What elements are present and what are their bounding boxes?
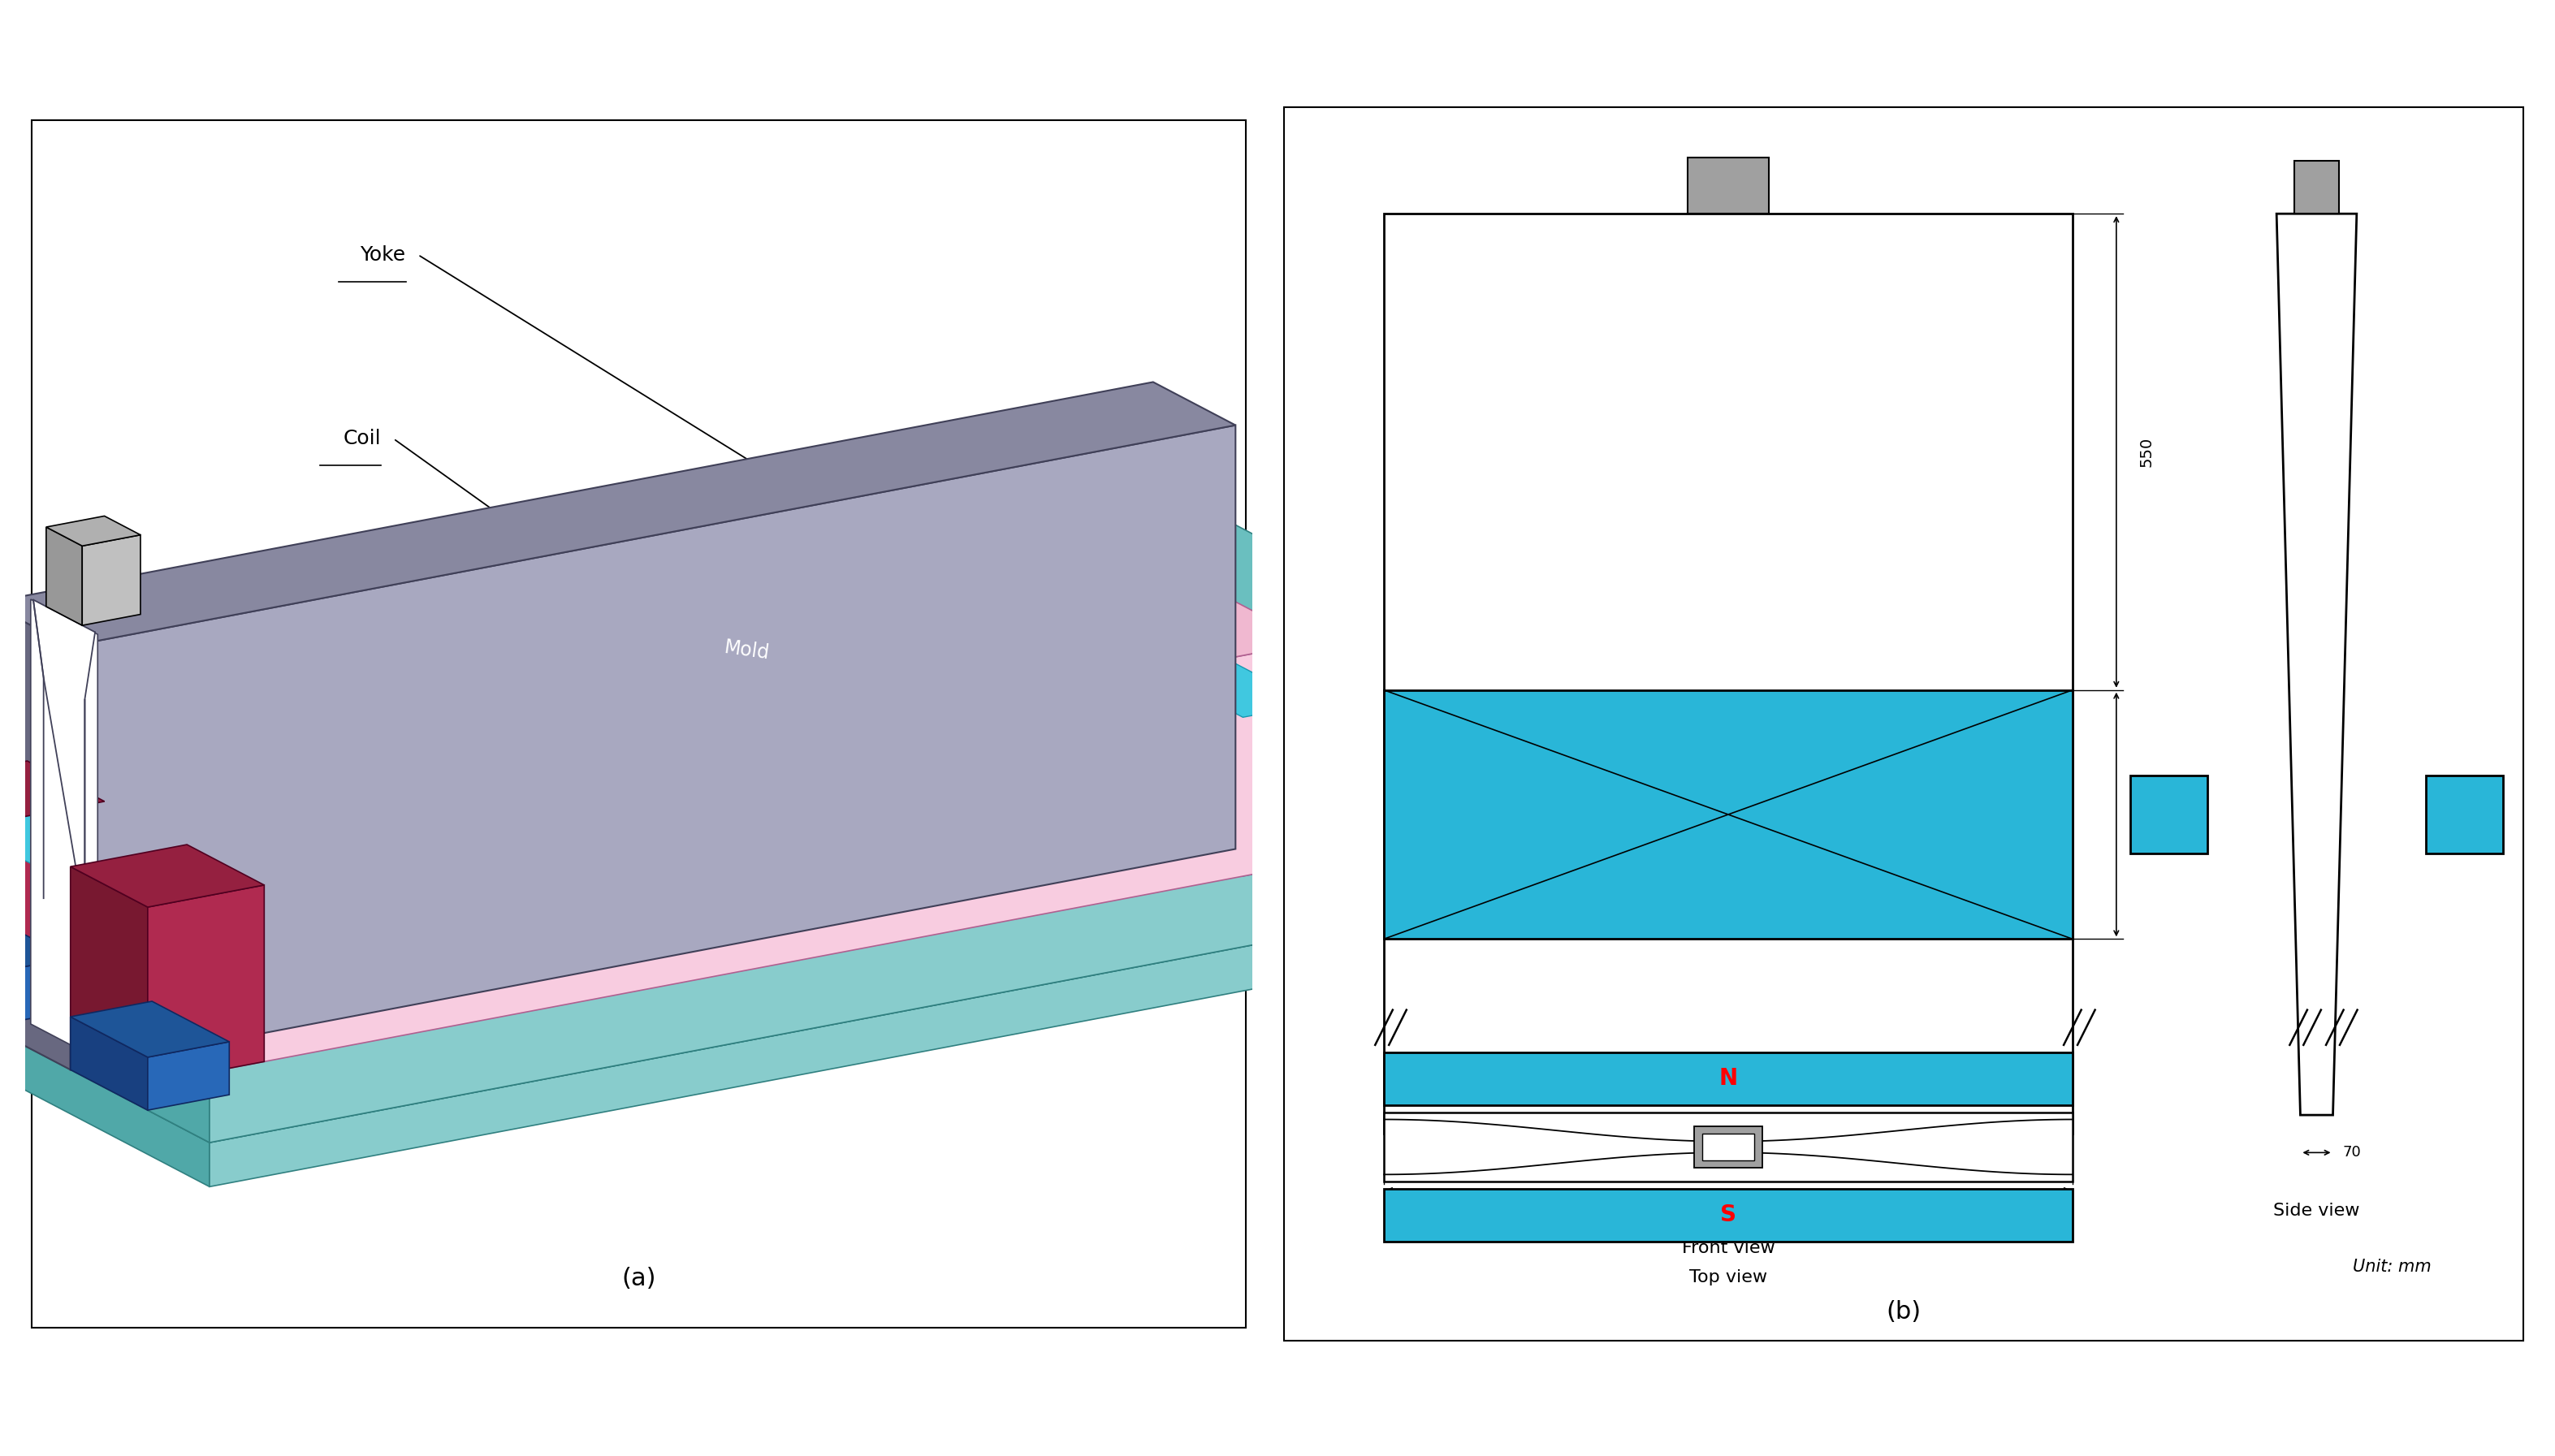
Polygon shape — [0, 761, 105, 824]
Polygon shape — [148, 642, 1313, 1083]
Polygon shape — [148, 596, 1433, 860]
Text: Yoke: Yoke — [360, 245, 406, 265]
Polygon shape — [210, 900, 1492, 1187]
Polygon shape — [82, 534, 141, 626]
Polygon shape — [31, 600, 97, 1059]
FancyBboxPatch shape — [1385, 1190, 2072, 1242]
Polygon shape — [46, 515, 141, 546]
Polygon shape — [72, 601, 1313, 863]
Polygon shape — [1316, 628, 1433, 933]
Polygon shape — [956, 440, 1433, 651]
Text: Top view: Top view — [1689, 1270, 1768, 1286]
Polygon shape — [148, 1041, 230, 1109]
Text: (b): (b) — [1886, 1300, 1921, 1324]
Polygon shape — [0, 559, 1152, 1000]
FancyBboxPatch shape — [31, 119, 1247, 1328]
Text: N: N — [2159, 804, 2179, 826]
Polygon shape — [72, 844, 263, 907]
Polygon shape — [148, 911, 217, 1083]
Polygon shape — [1007, 593, 1242, 877]
Polygon shape — [72, 1002, 230, 1057]
FancyBboxPatch shape — [1283, 108, 2524, 1341]
Polygon shape — [72, 1016, 148, 1109]
Text: 200: 200 — [2139, 799, 2154, 830]
Polygon shape — [0, 954, 210, 1187]
Polygon shape — [0, 801, 148, 1083]
Polygon shape — [0, 958, 69, 1026]
Polygon shape — [0, 711, 1492, 1143]
FancyBboxPatch shape — [1686, 157, 1768, 214]
FancyBboxPatch shape — [1385, 1053, 2072, 1105]
FancyBboxPatch shape — [1702, 1134, 1753, 1160]
Polygon shape — [0, 440, 1134, 703]
Text: Mold: Mold — [723, 638, 772, 664]
Text: 70: 70 — [2343, 1146, 2361, 1160]
Polygon shape — [72, 823, 148, 1083]
Text: 1500: 1500 — [1707, 1213, 1750, 1229]
FancyBboxPatch shape — [2294, 162, 2340, 214]
Text: Coil: Coil — [342, 430, 381, 448]
Polygon shape — [0, 801, 105, 1000]
Text: Side view: Side view — [2274, 1203, 2361, 1219]
Polygon shape — [0, 603, 72, 1070]
FancyBboxPatch shape — [1385, 1112, 2072, 1181]
Polygon shape — [210, 628, 1433, 1143]
Text: S: S — [2455, 804, 2473, 826]
Polygon shape — [1242, 705, 1313, 877]
Polygon shape — [148, 885, 263, 1083]
FancyBboxPatch shape — [1694, 1127, 1763, 1168]
Polygon shape — [72, 866, 148, 1083]
Text: 550: 550 — [2139, 437, 2154, 467]
Text: S: S — [1720, 1204, 1737, 1226]
Text: (a): (a) — [621, 1267, 657, 1290]
Text: Front view: Front view — [1681, 1241, 1776, 1257]
Polygon shape — [0, 788, 217, 925]
Polygon shape — [1007, 579, 1313, 718]
Text: Pole: Pole — [314, 613, 358, 632]
Text: Unit: mm: Unit: mm — [2353, 1259, 2430, 1275]
Polygon shape — [46, 527, 82, 626]
FancyBboxPatch shape — [2425, 776, 2504, 853]
Polygon shape — [31, 392, 1193, 635]
FancyBboxPatch shape — [1385, 214, 2072, 1134]
FancyBboxPatch shape — [2131, 776, 2208, 853]
Polygon shape — [0, 518, 1152, 779]
Polygon shape — [0, 917, 69, 974]
Polygon shape — [148, 827, 210, 1143]
Polygon shape — [0, 472, 1134, 986]
Polygon shape — [2277, 214, 2356, 1115]
Text: N: N — [1720, 1067, 1737, 1091]
Polygon shape — [72, 425, 1237, 1070]
Polygon shape — [0, 381, 1237, 646]
FancyBboxPatch shape — [1385, 690, 2072, 939]
Polygon shape — [33, 600, 95, 920]
Polygon shape — [956, 462, 1316, 933]
